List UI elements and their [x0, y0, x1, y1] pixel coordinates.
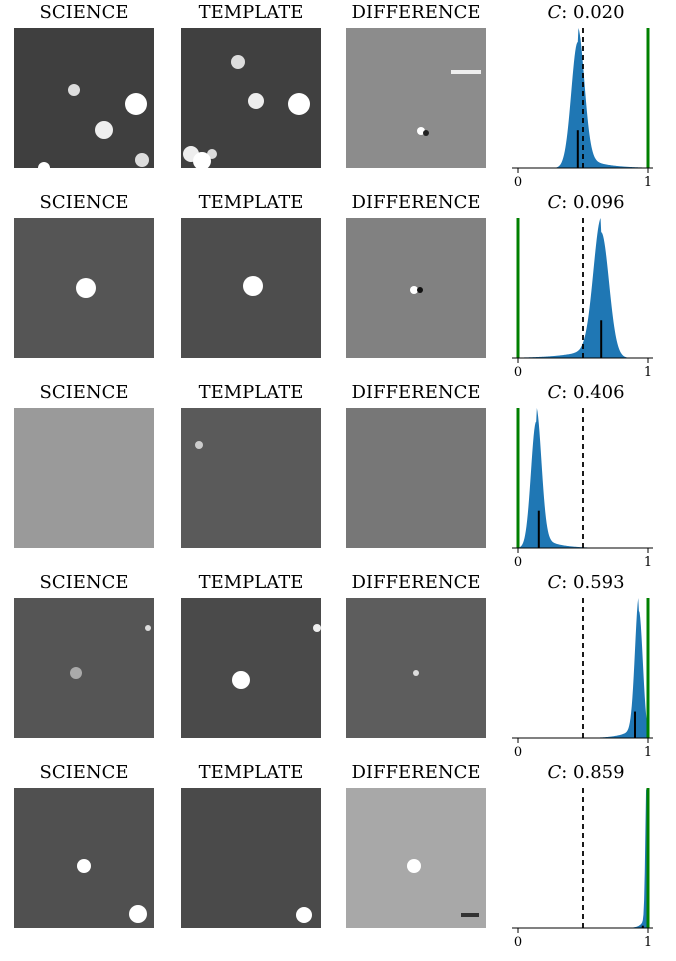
difference-label: DIFFERENCE [351, 762, 481, 783]
science-stamp [14, 408, 154, 548]
template-label: TEMPLATE [198, 192, 304, 213]
x-tick-label: 1 [644, 745, 652, 760]
science-stamp [14, 788, 154, 928]
template-stamp [181, 598, 321, 738]
x-tick-label: 0 [514, 365, 522, 380]
difference-label: DIFFERENCE [351, 382, 481, 403]
science-label: SCIENCE [39, 762, 129, 783]
science-label: SCIENCE [39, 572, 129, 593]
difference-stamp [346, 28, 486, 168]
x-tick-label: 1 [644, 935, 652, 950]
c-title: C: 0.593 [547, 572, 625, 593]
difference-stamp [346, 598, 486, 738]
x-tick-label: 1 [644, 555, 652, 570]
template-label: TEMPLATE [198, 2, 304, 23]
difference-stamp [346, 788, 486, 928]
c-title: C: 0.020 [547, 2, 625, 23]
science-stamp [14, 28, 154, 168]
c-title: C: 0.859 [547, 762, 625, 783]
difference-label: DIFFERENCE [351, 572, 481, 593]
science-stamp [14, 598, 154, 738]
science-label: SCIENCE [39, 382, 129, 403]
science-label: SCIENCE [39, 192, 129, 213]
template-label: TEMPLATE [198, 762, 304, 783]
density-area [518, 28, 648, 168]
c-title: C: 0.096 [547, 192, 625, 213]
x-tick-label: 0 [514, 175, 522, 190]
template-stamp [181, 28, 321, 168]
template-stamp [181, 788, 321, 928]
template-stamp [181, 408, 321, 548]
x-tick-label: 0 [514, 555, 522, 570]
difference-label: DIFFERENCE [351, 192, 481, 213]
x-tick-label: 0 [514, 745, 522, 760]
template-label: TEMPLATE [198, 382, 304, 403]
difference-stamp [346, 408, 486, 548]
density-area [518, 408, 648, 548]
template-stamp [181, 218, 321, 358]
science-stamp [14, 218, 154, 358]
x-tick-label: 1 [644, 365, 652, 380]
difference-label: DIFFERENCE [351, 2, 481, 23]
difference-stamp [346, 218, 486, 358]
x-tick-label: 1 [644, 175, 652, 190]
c-title: C: 0.406 [547, 382, 625, 403]
science-label: SCIENCE [39, 2, 129, 23]
template-label: TEMPLATE [198, 572, 304, 593]
x-tick-label: 0 [514, 935, 522, 950]
